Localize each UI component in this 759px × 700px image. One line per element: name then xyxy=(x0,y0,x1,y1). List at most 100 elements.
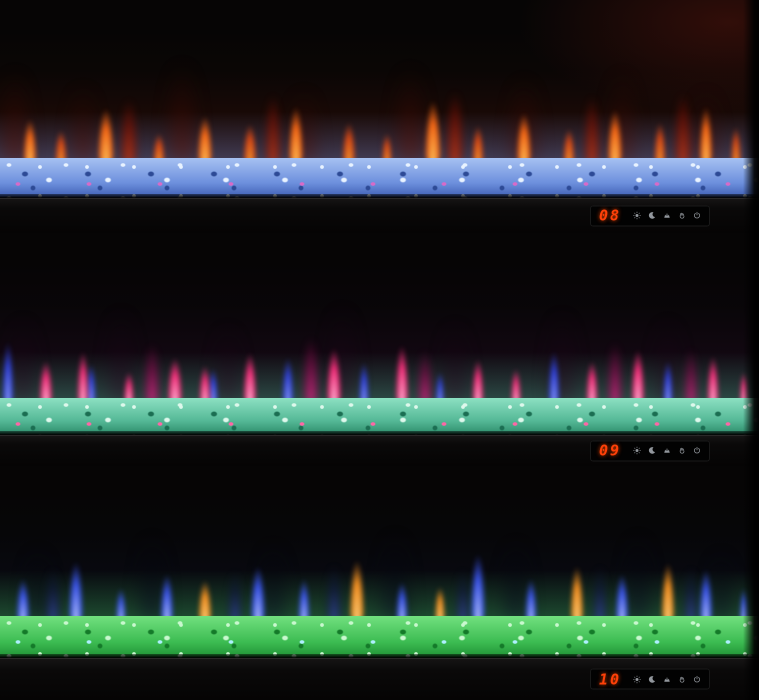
flames-layer xyxy=(0,233,759,403)
flame xyxy=(605,325,624,403)
flame xyxy=(53,121,68,163)
flame xyxy=(341,111,358,163)
display-value: 10 xyxy=(598,670,621,688)
sleep-timer-icon[interactable] xyxy=(648,212,656,220)
flame xyxy=(242,113,259,163)
display-value: 09 xyxy=(598,441,621,460)
flame xyxy=(585,349,600,403)
flame xyxy=(434,577,447,621)
control-icons xyxy=(633,446,701,455)
fireplace-unit-middle: 09 xyxy=(0,233,759,466)
flame xyxy=(562,119,577,163)
flame xyxy=(281,345,296,403)
flame xyxy=(37,349,54,403)
flame xyxy=(301,319,322,403)
flame xyxy=(324,333,343,403)
flame xyxy=(653,111,668,163)
crystal-bed xyxy=(0,616,759,658)
flame xyxy=(395,571,410,621)
flame xyxy=(323,549,344,621)
crystal-bed xyxy=(0,158,759,198)
flame xyxy=(195,103,214,163)
hand-icon[interactable] xyxy=(678,212,686,220)
flame xyxy=(605,95,624,163)
frame-right-edge xyxy=(743,0,759,233)
brightness-icon[interactable] xyxy=(633,211,641,220)
flame xyxy=(614,561,631,621)
flame xyxy=(358,351,371,403)
flame xyxy=(697,555,714,621)
flame xyxy=(158,561,175,621)
flame xyxy=(416,335,435,403)
flame xyxy=(471,347,486,403)
led-display: 10 xyxy=(589,668,710,690)
power-icon[interactable] xyxy=(693,211,701,220)
hand-icon[interactable] xyxy=(678,447,686,455)
flame xyxy=(661,349,674,403)
brightness-icon[interactable] xyxy=(633,675,641,683)
front-panel: 09 xyxy=(0,435,759,466)
flame xyxy=(514,99,533,163)
flame xyxy=(590,551,609,621)
flame xyxy=(440,301,471,403)
flame xyxy=(152,125,167,163)
flame xyxy=(444,71,467,163)
flame xyxy=(568,551,585,621)
flame xyxy=(43,553,64,621)
power-icon[interactable] xyxy=(693,675,701,683)
flame xyxy=(123,363,136,403)
flame-area xyxy=(0,466,759,621)
flame xyxy=(381,125,394,163)
flame-effect-icon[interactable] xyxy=(663,675,671,683)
flame xyxy=(547,337,562,403)
sleep-timer-icon[interactable] xyxy=(648,447,656,455)
flame xyxy=(68,65,99,163)
control-icons xyxy=(633,675,701,683)
display-value: 08 xyxy=(598,206,621,225)
flame-area xyxy=(0,233,759,403)
flame xyxy=(263,75,284,163)
control-icons xyxy=(633,211,701,220)
flame xyxy=(118,81,141,163)
flame xyxy=(347,543,366,621)
hand-icon[interactable] xyxy=(678,675,686,683)
flame xyxy=(390,41,429,163)
led-display: 09 xyxy=(589,440,710,461)
brightness-icon[interactable] xyxy=(633,446,641,455)
flame xyxy=(469,535,488,621)
flame xyxy=(582,77,603,163)
flame xyxy=(287,91,305,163)
flame xyxy=(197,355,212,403)
flame xyxy=(706,343,721,403)
sleep-timer-icon[interactable] xyxy=(648,675,656,683)
crystal-bed xyxy=(0,398,759,435)
flame xyxy=(453,555,472,621)
flame xyxy=(394,329,411,403)
flames-layer xyxy=(0,466,759,621)
led-display: 08 xyxy=(589,205,710,226)
flame xyxy=(422,83,443,163)
flame xyxy=(524,567,539,621)
fireplace-unit-bottom: 10 xyxy=(0,466,759,700)
flame xyxy=(14,567,31,621)
flame-effect-icon[interactable] xyxy=(663,212,671,220)
flame xyxy=(22,107,39,163)
flame xyxy=(76,337,91,403)
flame xyxy=(66,545,85,621)
flame xyxy=(115,579,128,621)
flame-effect-icon[interactable] xyxy=(663,447,671,455)
flame xyxy=(242,339,259,403)
flame xyxy=(296,567,311,621)
flame xyxy=(96,93,117,163)
flame xyxy=(435,363,446,403)
flame xyxy=(730,117,743,163)
flame xyxy=(510,359,523,403)
flame xyxy=(681,553,700,621)
flame xyxy=(0,325,15,403)
frame-right-edge xyxy=(743,466,759,700)
flame xyxy=(226,557,245,621)
flame xyxy=(629,335,646,403)
power-icon[interactable] xyxy=(693,446,701,455)
fireplace-unit-top: 08 xyxy=(0,0,759,233)
